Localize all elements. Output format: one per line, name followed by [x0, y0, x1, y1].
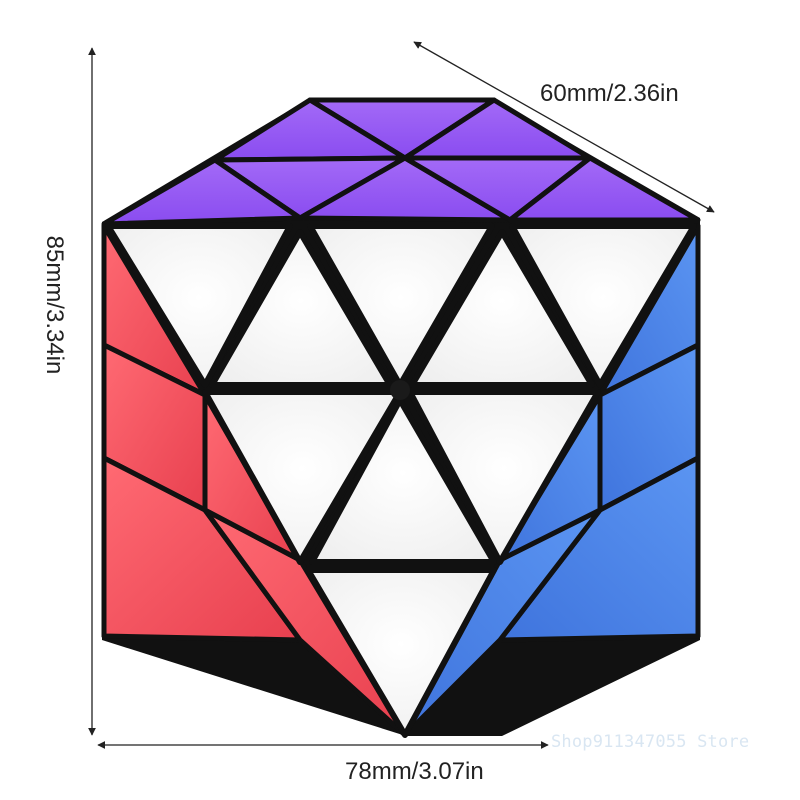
depth-label: 60mm/2.36in [540, 80, 679, 107]
puzzle-cube [101, 97, 701, 738]
center-cap [390, 380, 410, 400]
front-face [105, 223, 697, 738]
height-label: 85mm/3.34in [41, 235, 68, 375]
depth-dimension-line [413, 41, 715, 213]
width-label: 78mm/3.07in [345, 758, 484, 785]
top-face [101, 97, 701, 227]
store-watermark: Shop911347055 Store [551, 732, 750, 752]
